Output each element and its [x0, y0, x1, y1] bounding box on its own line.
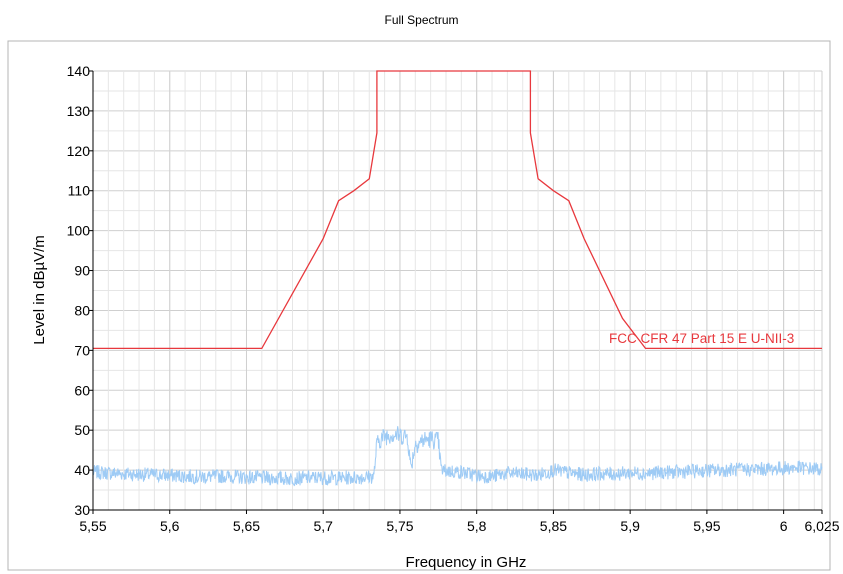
x-tick-label: 5,7 — [313, 518, 333, 534]
y-tick-label: 50 — [74, 422, 90, 438]
y-tick-label: 100 — [67, 223, 91, 239]
y-tick-label: 130 — [67, 103, 91, 119]
y-tick-label: 30 — [74, 502, 90, 518]
chart-title: Full Spectrum — [384, 13, 458, 27]
x-tick-label: 5,8 — [467, 518, 487, 534]
x-tick-label: 5,95 — [693, 518, 720, 534]
x-tick-label: 6 — [780, 518, 788, 534]
y-tick-label: 110 — [68, 183, 91, 199]
series-line-measurement — [92, 426, 823, 487]
tick-labels: 30 40 50 60 70 80 90 100 110 120 130 140 5,55 5,6 5,65… — [67, 63, 840, 534]
x-tick-label: 5,9 — [620, 518, 640, 534]
x-tick-label: 5,75 — [386, 518, 413, 534]
grid — [92, 70, 823, 511]
y-tick-label: 80 — [74, 302, 90, 318]
y-tick-label: 70 — [74, 342, 90, 358]
x-axis-label: Frequency in GHz — [406, 554, 527, 571]
y-tick-label: 90 — [74, 263, 90, 279]
series-line-limit — [93, 70, 822, 350]
x-tick-label: 5,55 — [79, 518, 106, 534]
x-tick-label: 6,025 — [804, 518, 839, 534]
axes — [89, 70, 823, 514]
chart-frame — [7, 40, 831, 571]
y-tick-label: 140 — [67, 63, 91, 79]
legend-label-limit-line: FCC CFR 47 Part 15 E U-NII-3 — [609, 331, 794, 346]
y-tick-label: 40 — [74, 462, 90, 478]
y-tick-label: 120 — [67, 143, 91, 159]
x-tick-label: 5,85 — [540, 518, 567, 534]
x-tick-label: 5,65 — [233, 518, 260, 534]
x-tick-label: 5,6 — [160, 518, 180, 534]
y-tick-label: 60 — [74, 382, 90, 398]
y-axis-label: Level in dBµV/m — [31, 235, 48, 345]
series-layer — [92, 70, 823, 487]
